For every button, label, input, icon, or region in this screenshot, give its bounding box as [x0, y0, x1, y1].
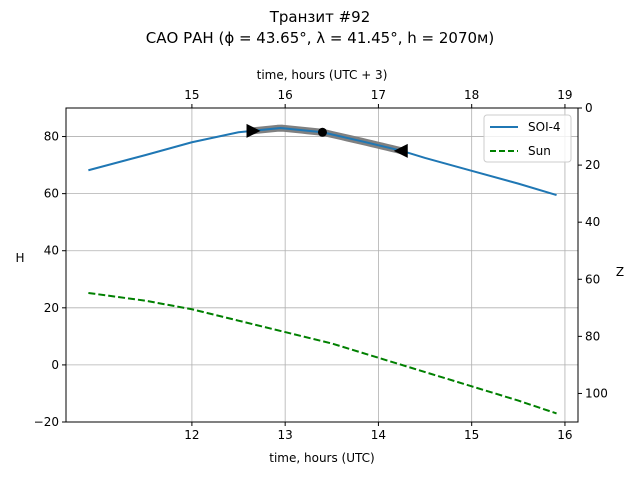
y-tick-label: 60	[44, 187, 59, 201]
chart-title: Транзит #92	[269, 8, 371, 26]
transit-band	[249, 124, 406, 155]
y2-axis-label: Z	[616, 265, 624, 279]
legend: SOI-4 Sun	[483, 114, 572, 163]
chart-subtitle: САО РАН (ϕ = 43.65°, λ = 41.45°, h = 207…	[146, 29, 494, 47]
x2-axis-label: time, hours (UTC + 3)	[257, 68, 388, 82]
transit-mid-marker	[317, 127, 327, 137]
series-line-soi-4	[88, 126, 557, 197]
y2-tick-label: 60	[585, 272, 600, 286]
y-tick-label: 20	[44, 301, 59, 315]
x-tick-label: 15	[464, 428, 479, 442]
y-tick-label: −20	[34, 415, 59, 429]
x-axis-label: time, hours (UTC)	[269, 451, 374, 465]
x2-tick-label: 17	[371, 88, 386, 102]
axis-ticks: 12 13 14 15 16 15 16 17 18 19 −20 0 20 40 60 80 0 20 40 60 8…	[34, 88, 608, 442]
plot-frame	[65, 107, 579, 423]
transit-end-marker	[393, 143, 408, 158]
y2-tick-label: 80	[585, 329, 600, 343]
x-tick-label: 13	[278, 428, 293, 442]
y-tick-label: 40	[44, 244, 59, 258]
y-tick-label: 0	[51, 358, 59, 372]
plot-marks	[88, 123, 557, 415]
y-axis-label: H	[15, 251, 24, 265]
legend-label-soi4: SOI-4	[528, 120, 561, 134]
x2-tick-label: 15	[184, 88, 199, 102]
y-tick-label: 80	[44, 130, 59, 144]
y2-tick-label: 40	[585, 215, 600, 229]
x2-tick-label: 18	[464, 88, 479, 102]
transit-start-marker	[246, 123, 261, 138]
legend-label-sun: Sun	[528, 144, 551, 158]
x2-tick-label: 19	[557, 88, 572, 102]
series-line-sun	[88, 291, 557, 415]
y2-tick-label: 100	[585, 386, 608, 400]
x2-tick-label: 16	[278, 88, 293, 102]
x-tick-label: 14	[371, 428, 386, 442]
y2-tick-label: 20	[585, 158, 600, 172]
x-tick-label: 16	[557, 428, 572, 442]
y2-tick-label: 0	[585, 101, 593, 115]
x-tick-label: 12	[184, 428, 199, 442]
